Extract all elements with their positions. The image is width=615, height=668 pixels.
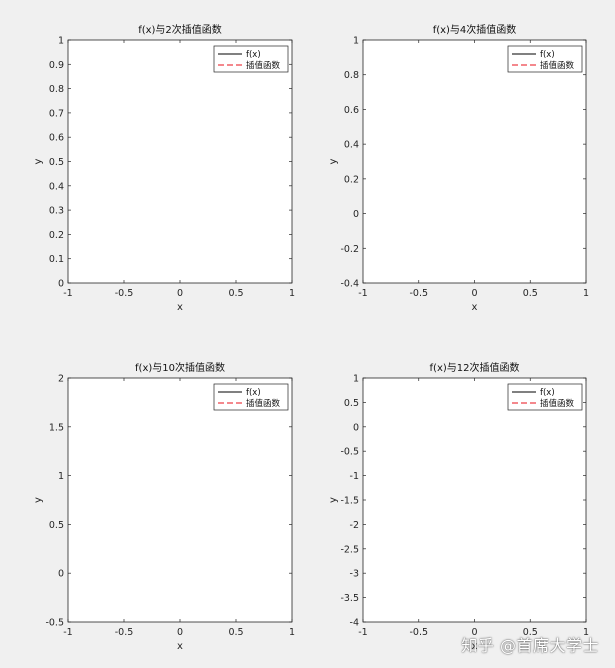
subplot-degree-10: -1 -0.5 0 0.5 1-0.500.511.52f(x)与10次插值函数xyf(…: [33, 361, 295, 652]
x-axis-label: x: [177, 302, 183, 313]
x-tick-label: -0.5: [115, 627, 134, 638]
y-tick-label: 0.5: [49, 157, 64, 168]
legend-label: 插值函数: [246, 398, 281, 409]
subplot-degree-4: -1 -0.5 0 0.5 1 -0.4 -0.2 0 0.2 0.4 0.6 0.8 1 f(x)与4次…: [328, 23, 589, 313]
y-tick-label: 0.2: [344, 174, 359, 185]
y-tick-label: 0.2: [49, 230, 64, 241]
watermark: 知乎 @首席大学士: [461, 636, 599, 655]
x-tick-label: -1: [358, 627, 367, 638]
y-axis-label: y: [33, 497, 44, 503]
legend: f(x)插值函数: [213, 45, 289, 73]
x-tick-label: -1: [63, 627, 72, 638]
y-tick-label: 0.4: [49, 181, 64, 192]
y-tick-label: -2.5: [340, 544, 359, 555]
y-tick-label: 0.5: [344, 398, 359, 409]
y-tick-label: 0: [58, 279, 64, 290]
legend-box: [213, 383, 289, 411]
chart-title: f(x)与2次插值函数: [138, 23, 222, 36]
y-tick-label: 2: [58, 374, 64, 385]
x-tick-label: -0.5: [409, 288, 428, 299]
y-tick-label: 0.6: [344, 105, 359, 116]
y-tick-label: 0.9: [49, 60, 64, 71]
x-tick-label: -0.5: [409, 627, 428, 638]
legend: f(x)插值函数: [213, 383, 289, 411]
legend-label: f(x): [540, 388, 555, 398]
subplot-degree-12: -1 -0.5 0 0.5 1 -4 -3.5 -3 -2.5 -2 -1.5 -1 -0.5 0 0.5 1…: [328, 361, 589, 652]
x-axis-label: x: [472, 641, 478, 652]
legend: f(x)插值函数: [507, 383, 583, 411]
x-tick-label: 0.5: [523, 627, 538, 638]
y-tick-label: -0.5: [340, 447, 359, 458]
x-tick-label: -1: [358, 288, 367, 299]
y-tick-label: 1: [353, 374, 359, 385]
subplot-degree-2: -1 -0.5 0 0.5 1 0 0.1 0.2 0.3 0.4 0.5 0.6 0.7 0.8 0.9 1…: [33, 23, 295, 313]
chart-title: f(x)与4次插值函数: [433, 23, 517, 36]
legend-label: 插值函数: [540, 398, 575, 409]
x-tick-label: 0: [177, 288, 183, 299]
x-tick-label: -0.5: [115, 288, 134, 299]
x-tick-label: 1: [583, 627, 589, 638]
legend-box: [507, 45, 583, 73]
legend-label: f(x): [540, 50, 555, 60]
x-axis-label: x: [177, 641, 183, 652]
y-axis-label: y: [328, 497, 339, 503]
x-axis-label: x: [472, 302, 478, 313]
y-tick-label: 1: [353, 36, 359, 47]
y-tick-label: 1.5: [49, 422, 64, 433]
x-tick-label: 0: [471, 288, 477, 299]
axes-frame: [67, 39, 293, 284]
y-tick-label: -4: [350, 618, 359, 629]
y-tick-label: -1: [350, 471, 359, 482]
y-tick-label: -0.2: [340, 244, 359, 255]
x-tick-label: 0.5: [228, 627, 243, 638]
y-tick-label: 0.8: [344, 70, 359, 81]
y-tick-label: -3: [350, 569, 359, 580]
x-tick-label: 0.5: [523, 288, 538, 299]
y-tick-label: 0.5: [49, 520, 64, 531]
y-tick-label: -3.5: [340, 593, 359, 604]
axes-frame: [362, 39, 587, 284]
x-tick-label: -1: [63, 288, 72, 299]
x-tick-label: 1: [289, 627, 295, 638]
legend-label: f(x): [246, 388, 261, 398]
legend-box: [213, 45, 289, 73]
y-tick-label: 0.1: [49, 254, 64, 265]
y-tick-label: -0.5: [45, 618, 64, 629]
y-tick-label: -2: [350, 520, 359, 531]
axes-frame: [67, 377, 293, 623]
y-tick-label: 0.4: [344, 140, 359, 151]
x-tick-label: 1: [289, 288, 295, 299]
legend-box: [507, 383, 583, 411]
axes-frame: [362, 377, 587, 623]
y-tick-label: 1: [58, 36, 64, 47]
y-tick-label: 0: [353, 209, 359, 220]
y-tick-label: 0: [353, 422, 359, 433]
x-tick-label: 0: [471, 627, 477, 638]
y-tick-label: 0.3: [49, 206, 64, 217]
y-tick-label: -0.4: [340, 279, 359, 290]
y-tick-label: 0.7: [49, 108, 64, 119]
y-tick-label: -1.5: [340, 496, 359, 507]
y-tick-label: 1: [58, 471, 64, 482]
y-axis-label: y: [328, 158, 339, 164]
legend: f(x)插值函数: [507, 45, 583, 73]
y-tick-label: 0.6: [49, 133, 64, 144]
legend-label: 插值函数: [540, 60, 575, 71]
y-axis-label: y: [33, 158, 44, 164]
y-tick-label: 0: [58, 569, 64, 580]
legend-label: 插值函数: [246, 60, 281, 71]
x-tick-label: 0.5: [228, 288, 243, 299]
legend-label: f(x): [246, 50, 261, 60]
x-tick-label: 1: [583, 288, 589, 299]
chart-title: f(x)与12次插值函数: [430, 361, 520, 374]
x-tick-label: 0: [177, 627, 183, 638]
chart-title: f(x)与10次插值函数: [135, 361, 225, 374]
y-tick-label: 0.8: [49, 84, 64, 95]
